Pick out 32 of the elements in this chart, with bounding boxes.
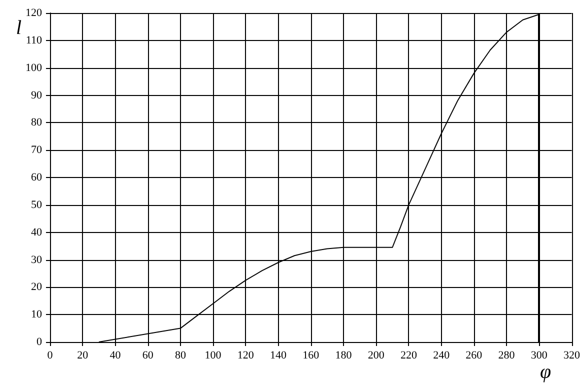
y-tick-label: 60 — [31, 172, 42, 184]
y-tick-label: 10 — [31, 308, 42, 321]
x-tick-label: 80 — [174, 350, 186, 362]
x-tick-label: 100 — [204, 350, 222, 362]
x-tick-label: 60 — [142, 350, 154, 362]
x-axis-title: φ — [540, 361, 552, 383]
x-tick-label: 320 — [564, 350, 580, 362]
y-tick-label: 20 — [31, 281, 42, 294]
y-tick-label: 120 — [26, 7, 42, 19]
x-tick-label: 20 — [77, 350, 89, 362]
y-tick-label: 40 — [31, 226, 42, 238]
x-tick-label: 260 — [466, 350, 483, 362]
y-tick-label: 100 — [26, 62, 42, 74]
y-tick-label: 0 — [36, 336, 42, 348]
x-tick-label: 180 — [335, 350, 352, 362]
y-tick-label: 70 — [31, 144, 42, 156]
y-tick-label: 50 — [31, 198, 42, 211]
y-tick-label: 90 — [31, 89, 42, 102]
x-tick-label: 120 — [237, 350, 254, 362]
y-axis-title: l — [16, 17, 22, 39]
x-tick-label: 40 — [110, 350, 122, 362]
x-tick-label: 200 — [368, 350, 385, 362]
x-tick-label: 140 — [270, 350, 288, 362]
y-tick-label: 110 — [26, 34, 42, 46]
x-tick-label: 220 — [400, 350, 418, 362]
y-tick-label: 80 — [31, 116, 42, 129]
y-tick-label: 30 — [31, 254, 42, 266]
x-tick-label: 300 — [530, 350, 548, 362]
x-tick-label: 240 — [433, 350, 450, 362]
x-tick-label: 160 — [302, 350, 320, 362]
x-tick-label: 0 — [47, 350, 54, 362]
x-tick-label: 280 — [498, 350, 516, 362]
